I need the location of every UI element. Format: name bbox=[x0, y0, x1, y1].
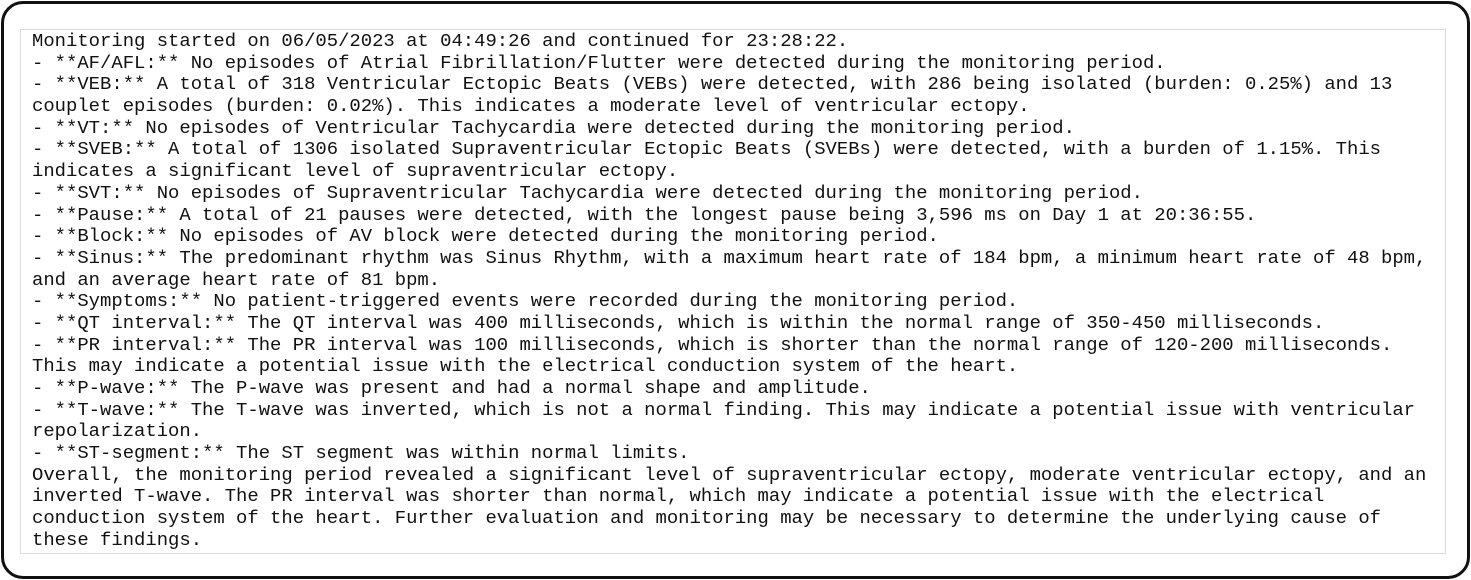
text-line: - **Block:** No episodes of AV block wer… bbox=[32, 225, 939, 248]
text-box bbox=[20, 29, 1446, 554]
text-line: conduction system of the heart. Further … bbox=[32, 507, 1382, 530]
text-line: - **PR interval:** The PR interval was 1… bbox=[32, 333, 1393, 356]
text-line: repolarization. bbox=[32, 420, 203, 443]
text-line: couplet episodes (burden: 0.02%). This i… bbox=[32, 95, 1030, 118]
text-line: Monitoring started on 06/05/2023 at 04:4… bbox=[32, 30, 849, 52]
text-line: these findings. bbox=[32, 528, 203, 551]
text-line: - **Pause:** A total of 21 pauses were d… bbox=[32, 203, 1257, 226]
text-line: - **Symptoms:** No patient-triggered eve… bbox=[32, 290, 1019, 313]
text-line: inverted T-wave. The PR interval was sho… bbox=[32, 485, 1325, 508]
text-line: This may indicate a potential issue with… bbox=[32, 355, 1019, 378]
text-line: and an average heart rate of 81 bpm. bbox=[32, 268, 441, 291]
text-line: - **P-wave:** The P-wave was present and… bbox=[32, 377, 871, 399]
text-line: - **Sinus:** The predominant rhythm was … bbox=[32, 246, 1427, 269]
text-line: - **VEB:** A total of 318 Ventricular Ec… bbox=[32, 73, 1393, 96]
text-line: - **T-wave:** The T-wave was inverted, w… bbox=[32, 398, 1416, 421]
report-text: Monitoring started on 06/05/2023 at 04:4… bbox=[32, 30, 1427, 552]
text-line: - **AF/AFL:** No episodes of Atrial Fibr… bbox=[32, 51, 1166, 74]
text-line: Overall, the monitoring period revealed … bbox=[32, 463, 1427, 486]
text-line: - **SVEB:** A total of 1306 isolated Sup… bbox=[32, 138, 1382, 161]
text-line: - **SVT:** No episodes of Supraventricul… bbox=[32, 181, 1143, 204]
text-line: - **QT interval:** The QT interval was 4… bbox=[32, 311, 1325, 334]
text-line: indicates a significant level of suprave… bbox=[32, 160, 679, 183]
text-line: - **VT:** No episodes of Ventricular Tac… bbox=[32, 116, 1075, 139]
text-line: - **ST-segment:** The ST segment was wit… bbox=[32, 442, 690, 465]
